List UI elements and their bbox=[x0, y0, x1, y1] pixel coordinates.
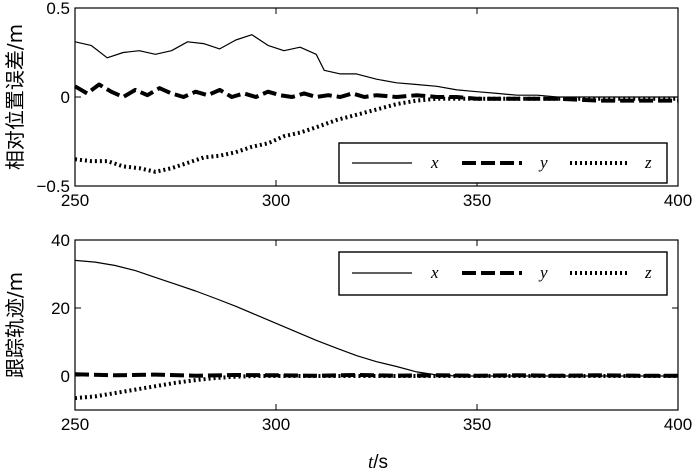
axis-ticks: 250 300 350 400 0 20 40 bbox=[51, 231, 692, 434]
x-tick-label: 300 bbox=[262, 415, 290, 434]
y-axis-label: 跟踪轨迹/m bbox=[3, 272, 27, 378]
plot-frame bbox=[74, 239, 679, 411]
x-axis-label-unit: /s bbox=[373, 452, 388, 472]
y-axis-label: 相对位置误差/m bbox=[3, 24, 27, 170]
legend-label-x: x bbox=[430, 153, 439, 172]
x-axis-label: t/s bbox=[368, 452, 388, 472]
series-line-y bbox=[74, 372, 678, 378]
legend-label-x: x bbox=[430, 263, 439, 282]
x-tick-label: 400 bbox=[664, 191, 692, 210]
x-tick-label: 350 bbox=[463, 191, 491, 210]
series-group bbox=[73, 34, 678, 174]
legend-label-y: y bbox=[538, 263, 548, 282]
series-line-x bbox=[74, 34, 678, 98]
x-tick-label: 250 bbox=[61, 191, 89, 210]
y-tick-label: 0.5 bbox=[46, 0, 70, 18]
y-tick-label: 0 bbox=[61, 367, 70, 386]
x-tick-label: 250 bbox=[61, 415, 89, 434]
series-group bbox=[74, 259, 678, 401]
tracking-trajectory-chart: 250 300 350 400 0 20 40 跟踪轨迹/m t/s x y z bbox=[3, 231, 692, 472]
legend-label-z: z bbox=[644, 153, 652, 172]
series-line-y bbox=[73, 82, 678, 103]
x-tick-label: 400 bbox=[664, 415, 692, 434]
y-tick-label: −0.5 bbox=[36, 177, 70, 196]
series-line-z bbox=[74, 374, 678, 401]
series-line-z bbox=[74, 96, 678, 174]
x-axis-label-var: t bbox=[368, 452, 374, 472]
x-tick-label: 350 bbox=[463, 415, 491, 434]
legend: x y z bbox=[338, 251, 668, 296]
y-tick-label: 20 bbox=[51, 299, 70, 318]
legend-label-z: z bbox=[644, 263, 652, 282]
y-tick-label: 40 bbox=[51, 231, 70, 250]
y-tick-label: 0 bbox=[61, 88, 70, 107]
series-line-x bbox=[74, 259, 678, 377]
relative-position-error-chart: 250 300 350 400 −0.5 0 0.5 相对位置误差/m x y z bbox=[3, 0, 692, 210]
legend: x y z bbox=[338, 142, 668, 184]
legend-label-y: y bbox=[538, 153, 548, 172]
axis-ticks: 250 300 350 400 −0.5 0 0.5 bbox=[36, 0, 692, 210]
x-tick-label: 300 bbox=[262, 191, 290, 210]
